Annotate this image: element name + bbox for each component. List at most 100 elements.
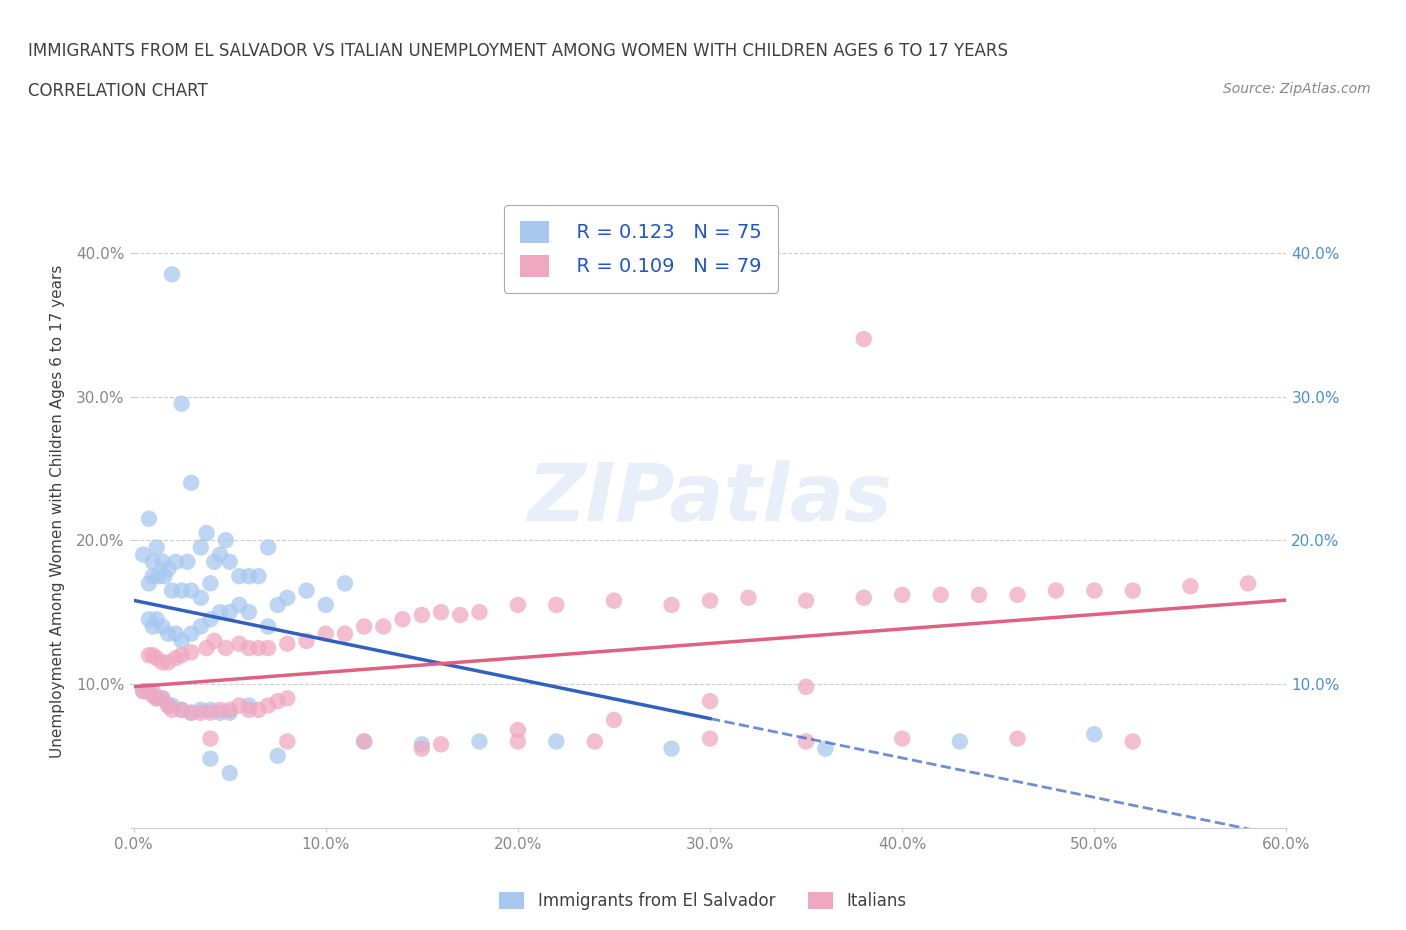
Point [583,734,606,749]
Point [891,588,914,603]
Point [852,591,875,605]
Point [157,562,180,577]
Point [315,597,337,612]
Legend:   R = 0.123   N = 75,   R = 0.109   N = 79: R = 0.123 N = 75, R = 0.109 N = 79 [505,205,778,293]
Point [132,547,155,562]
Point [228,636,250,651]
Point [603,712,626,727]
Point [276,591,298,605]
Point [814,741,837,756]
Point [228,698,250,713]
Point [200,576,222,591]
Point [247,641,270,656]
Point [228,569,250,584]
Point [157,698,180,713]
Point [153,569,176,584]
Point [315,626,337,641]
Point [430,737,453,751]
Point [411,737,433,751]
Point [852,332,875,347]
Point [138,576,160,591]
Point [142,684,165,698]
Point [165,651,187,666]
Point [276,636,298,651]
Point [353,734,375,749]
Point [266,749,290,764]
Point [603,593,626,608]
Point [967,588,990,603]
Point [142,569,165,584]
Point [699,694,721,709]
Point [266,597,290,612]
Point [208,702,231,717]
Point [138,684,160,698]
Point [468,604,491,619]
Point [1237,576,1260,591]
Point [176,554,198,569]
Point [238,698,260,713]
Point [195,641,218,656]
Point [373,619,395,634]
Point [180,705,202,720]
Point [1122,583,1144,598]
Point [546,734,568,749]
Point [1007,731,1029,746]
Point [170,583,193,598]
Point [190,705,212,720]
Point [150,691,174,706]
Point [1083,583,1105,598]
Point [138,648,160,663]
Point [200,731,222,746]
Point [180,475,202,490]
Point [150,655,174,670]
Point [794,734,817,749]
Point [295,583,318,598]
Point [150,619,174,634]
Point [202,554,225,569]
Point [238,702,260,717]
Point [145,691,167,706]
Point [295,633,318,648]
Text: ZIPatlas: ZIPatlas [527,459,893,538]
Point [200,705,222,720]
Point [148,569,170,584]
Point [208,705,231,720]
Point [468,734,491,749]
Point [170,633,193,648]
Point [157,626,180,641]
Point [195,525,218,540]
Point [257,698,280,713]
Point [218,554,240,569]
Point [165,626,187,641]
Text: IMMIGRANTS FROM EL SALVADOR VS ITALIAN UNEMPLOYMENT AMONG WOMEN WITH CHILDREN AG: IMMIGRANTS FROM EL SALVADOR VS ITALIAN U… [28,42,1008,60]
Point [353,619,375,634]
Point [257,619,280,634]
Point [138,612,160,627]
Point [266,694,290,709]
Point [661,597,683,612]
Point [699,731,721,746]
Point [145,612,167,627]
Point [1045,583,1067,598]
Point [145,540,167,555]
Point [929,588,952,603]
Point [276,691,298,706]
Point [157,655,180,670]
Point [411,741,433,756]
Point [208,547,231,562]
Point [333,576,356,591]
Point [180,583,202,598]
Point [190,702,212,717]
Point [218,702,240,717]
Point [353,734,375,749]
Point [170,702,193,717]
Point [238,569,260,584]
Point [794,593,817,608]
Text: Source: ZipAtlas.com: Source: ZipAtlas.com [1223,82,1371,96]
Point [247,569,270,584]
Point [218,604,240,619]
Point [160,702,183,717]
Point [142,688,165,703]
Point [546,597,568,612]
Point [150,554,174,569]
